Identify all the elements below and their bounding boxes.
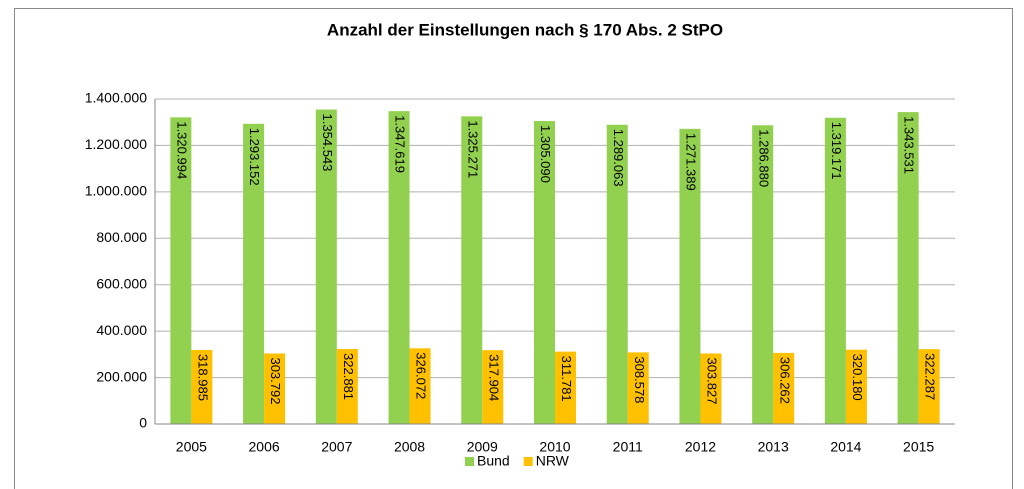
legend-swatch	[523, 457, 533, 466]
value-label: 303.792	[268, 357, 283, 404]
y-tick-label: 600.000	[96, 275, 147, 291]
bar	[409, 348, 431, 424]
bar	[191, 349, 213, 424]
legend-label: NRW	[536, 453, 570, 469]
y-tick-label: 0	[139, 415, 147, 431]
bar	[482, 350, 504, 424]
y-tick-label: 400.000	[96, 322, 147, 338]
value-label: 1.305.090	[538, 125, 553, 183]
x-tick-label: 2013	[758, 439, 789, 455]
bar	[897, 112, 919, 424]
x-tick-label: 2006	[249, 439, 280, 455]
x-tick-label: 2014	[830, 439, 861, 455]
legend-swatch	[465, 457, 474, 466]
bar	[315, 109, 337, 424]
bar	[752, 125, 774, 424]
bar	[264, 353, 286, 424]
value-label: 303.827	[705, 357, 720, 404]
legend-label: Bund	[477, 453, 510, 469]
bar	[170, 117, 192, 425]
bar	[627, 352, 649, 424]
value-label: 1.286.880	[756, 129, 771, 187]
value-label: 1.293.152	[247, 128, 262, 186]
y-tick-label: 800.000	[96, 229, 147, 245]
bar	[336, 349, 358, 424]
bar	[773, 352, 795, 424]
x-tick-label: 2007	[321, 439, 352, 455]
bar	[606, 124, 628, 424]
bar	[243, 123, 265, 424]
value-label: 1.343.531	[902, 116, 917, 174]
y-tick-label: 1.400.000	[85, 90, 147, 106]
chart-title: Anzahl der Einstellungen nach § 170 Abs.…	[327, 20, 723, 39]
x-tick-label: 2005	[176, 439, 207, 455]
value-label: 320.180	[850, 354, 865, 401]
value-label: 1.271.389	[684, 133, 699, 191]
bar	[679, 128, 701, 424]
value-label: 318.985	[195, 354, 210, 401]
value-label: 1.319.171	[829, 122, 844, 180]
bar	[461, 116, 483, 424]
x-tick-label: 2012	[685, 439, 716, 455]
value-label: 1.325.271	[465, 120, 480, 178]
y-tick-label: 200.000	[96, 368, 147, 384]
value-label: 311.781	[559, 356, 574, 402]
value-label: 1.347.619	[393, 115, 408, 173]
value-label: 1.320.994	[174, 121, 189, 179]
bar	[918, 349, 940, 424]
x-tick-label: 2010	[539, 439, 570, 455]
y-tick-label: 1.200.000	[85, 136, 147, 152]
value-label: 322.881	[341, 353, 356, 400]
bar	[700, 353, 722, 424]
value-label: 322.287	[923, 353, 938, 400]
value-label: 326.072	[414, 352, 429, 399]
bar	[824, 117, 846, 424]
value-label: 306.262	[777, 357, 792, 404]
bar	[555, 351, 576, 424]
x-tick-label: 2015	[903, 439, 934, 455]
y-tick-label: 1.000.000	[85, 183, 147, 199]
value-label: 317.904	[486, 354, 501, 401]
bar	[845, 349, 867, 424]
x-tick-label: 2011	[613, 439, 643, 455]
value-label: 1.354.543	[320, 114, 335, 172]
value-label: 308.578	[632, 356, 647, 403]
bar	[534, 121, 555, 424]
x-tick-label: 2008	[394, 439, 425, 455]
x-tick-label: 2009	[467, 439, 498, 455]
value-label: 1.289.063	[611, 129, 626, 187]
bar	[388, 111, 410, 424]
